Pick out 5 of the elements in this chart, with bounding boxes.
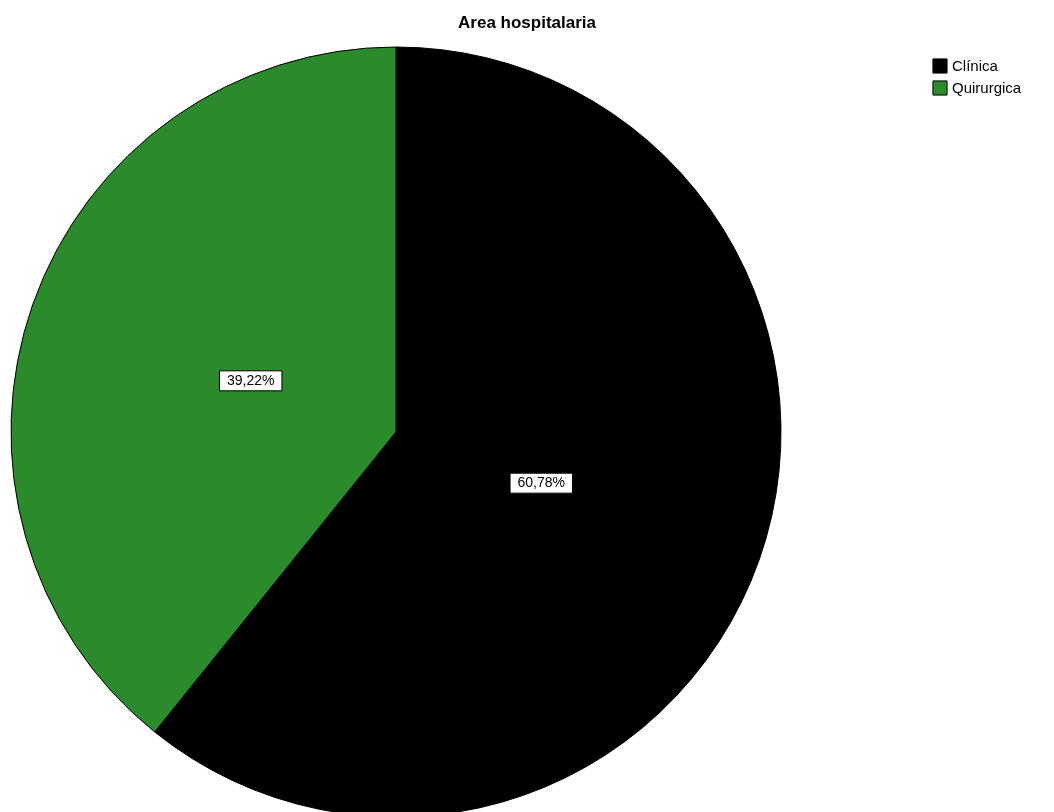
chart-title: Area hospitalaria [458,13,597,32]
legend-label: Clínica [952,57,999,74]
data-label: 39,22% [227,371,275,388]
data-label: 60,78% [517,474,565,491]
legend-label: Quirurgica [952,79,1022,96]
